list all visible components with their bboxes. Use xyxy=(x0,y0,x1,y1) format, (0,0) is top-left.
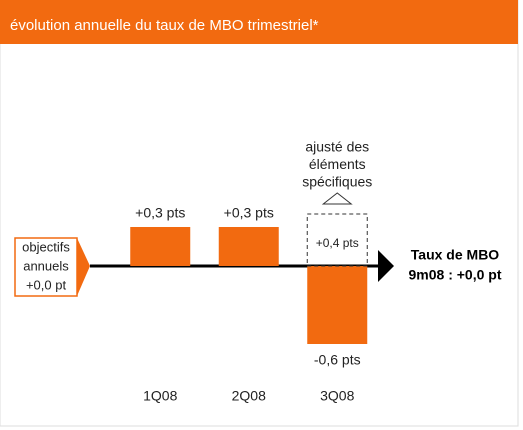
end-label: Taux de MBO xyxy=(411,247,500,263)
value-label: -0,6 pts xyxy=(314,352,361,368)
annotation-pointer xyxy=(321,192,353,205)
value-label: +0,3 pts xyxy=(224,205,274,221)
header xyxy=(0,0,518,44)
x-tick-label: 2Q08 xyxy=(232,388,266,404)
end-label: 9m08 : +0,0 pt xyxy=(409,267,502,283)
x-tick-label: 3Q08 xyxy=(320,388,354,404)
axis-arrow xyxy=(378,250,394,282)
bar xyxy=(218,227,279,266)
x-tick-label: 1Q08 xyxy=(143,388,177,404)
start-arrow xyxy=(77,238,90,296)
start-label: +0,0 pt xyxy=(26,277,67,292)
start-label: objectifs xyxy=(22,239,70,254)
adjusted-bar xyxy=(306,213,368,267)
annotation: spécifiques xyxy=(302,174,372,190)
annotation: ajusté des xyxy=(305,139,369,155)
bar xyxy=(307,266,368,344)
value-label: +0,4 pts xyxy=(316,236,359,250)
start-box xyxy=(14,237,78,297)
start-label: annuels xyxy=(23,258,69,273)
chart-title: évolution annuelle du taux de MBO trimes… xyxy=(10,17,319,34)
value-label: +0,3 pts xyxy=(135,205,185,221)
bar xyxy=(130,227,191,266)
annotation: éléments xyxy=(309,156,366,172)
